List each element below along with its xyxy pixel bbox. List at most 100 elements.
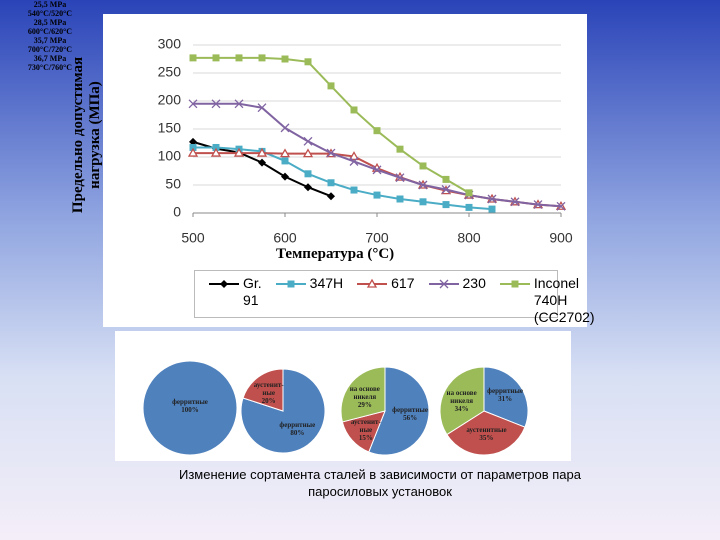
marker — [210, 147, 222, 157]
pie-label: ферритные 100% — [170, 398, 210, 414]
pie-subtitle: 730°C/760°C — [27, 63, 73, 72]
marker — [258, 54, 266, 62]
marker — [533, 200, 543, 210]
pie-slice — [483, 366, 529, 428]
caption: Изменение сортамента сталей в зависимост… — [178, 467, 582, 499]
marker — [327, 179, 335, 187]
marker — [304, 170, 312, 178]
pie-subtitle: 600°C/620°C — [27, 27, 73, 36]
marker — [373, 191, 381, 199]
y-tick-label: 150 — [158, 120, 182, 136]
x-tick-label: 900 — [549, 230, 573, 246]
pie-label-value: 100% — [181, 406, 199, 414]
legend-item: Gr. 91 — [209, 275, 262, 309]
marker — [487, 194, 497, 204]
pie-label-value: 29% — [357, 401, 372, 410]
marker — [510, 197, 520, 207]
marker — [279, 148, 291, 158]
marker — [303, 136, 313, 146]
legend-label: 617 — [391, 275, 415, 291]
marker — [441, 185, 451, 194]
legend-label: Gr. 91 — [243, 275, 262, 308]
pie-slice — [142, 360, 238, 456]
marker — [442, 175, 450, 183]
y-tick-label: 250 — [158, 64, 182, 80]
marker — [511, 280, 519, 288]
marker — [287, 280, 295, 288]
legend-label: 230 — [462, 275, 486, 291]
marker — [465, 203, 473, 211]
pie-label-value: 34% — [454, 404, 469, 413]
marker — [256, 147, 268, 157]
pie-label-value: 56% — [403, 413, 418, 422]
legend-swatch — [275, 280, 306, 288]
pie-label-category: на основе никеля — [446, 388, 477, 405]
marker — [220, 280, 228, 288]
marker — [442, 201, 450, 209]
marker — [189, 143, 197, 151]
pie-slice — [368, 366, 430, 456]
pie-title: 35,7 MPa — [33, 36, 67, 45]
marker — [280, 123, 290, 133]
pie-label-value: 20% — [261, 397, 276, 406]
y-tick-label: 200 — [158, 92, 182, 108]
pie-label: аустенитные 35% — [466, 426, 506, 442]
legend: Gr. 91 347H 617 230 Inconel 740H (CC2702) — [194, 270, 595, 325]
marker — [349, 157, 359, 166]
pie-label: аустенит-ные 20% — [249, 381, 289, 405]
pie-label-category: аустенит-ные — [253, 381, 284, 398]
marker — [327, 82, 335, 90]
pie-label: на основе никеля 34% — [442, 389, 482, 413]
marker — [419, 198, 427, 206]
marker — [350, 106, 358, 114]
pie-label: ферритные 31% — [485, 387, 525, 403]
pie-label-value: 31% — [498, 394, 513, 403]
marker — [302, 148, 314, 158]
marker — [257, 103, 267, 113]
pie-title: 28,5 MPa — [33, 18, 67, 27]
legend-item: 347H — [275, 275, 343, 292]
pie-slice — [446, 410, 526, 456]
marker — [234, 99, 244, 109]
pie-label: на основе никеля 29% — [345, 385, 385, 409]
pie-label-category: ферритные — [172, 398, 208, 406]
x-axis-title: Температура (°C) — [276, 246, 395, 262]
y-axis-title: Предельно допустимая нагрузка (МПа) — [70, 56, 103, 214]
marker — [395, 173, 405, 183]
marker — [488, 205, 496, 213]
pie-subtitle: 700°C/720°C — [27, 45, 73, 54]
legend-swatch — [357, 278, 388, 288]
pie-label-category: аустенит-ные — [350, 417, 381, 434]
marker — [281, 157, 289, 165]
pie-slice — [439, 366, 485, 436]
y-tick-label: 50 — [165, 176, 181, 192]
marker — [373, 127, 381, 135]
marker — [367, 278, 378, 288]
x-tick-label: 600 — [273, 230, 297, 246]
marker — [281, 172, 289, 181]
legend-swatch — [209, 280, 239, 288]
y-tick-label: 300 — [158, 36, 182, 52]
legend-swatch — [499, 280, 530, 288]
marker — [189, 54, 197, 62]
legend-item: Inconel 740H (CC2702) — [499, 275, 595, 326]
y-tick-label: 0 — [173, 204, 181, 220]
pie-label: аустенит-ные 15% — [346, 418, 386, 442]
pie-label: ферритные 80% — [277, 421, 317, 437]
chart-panel — [103, 14, 587, 327]
marker — [419, 162, 427, 170]
legend-item: 230 — [428, 275, 486, 292]
pie-subtitle: 540°C/520°C — [27, 9, 73, 18]
marker — [304, 183, 312, 192]
marker — [212, 54, 220, 62]
series-line — [193, 146, 493, 211]
marker — [348, 151, 360, 161]
marker — [281, 55, 289, 63]
marker — [304, 58, 312, 66]
pie-label: ферритные 56% — [390, 406, 430, 422]
marker — [396, 195, 404, 203]
x-tick-label: 800 — [457, 230, 481, 246]
pie-label-value: 35% — [479, 434, 494, 443]
